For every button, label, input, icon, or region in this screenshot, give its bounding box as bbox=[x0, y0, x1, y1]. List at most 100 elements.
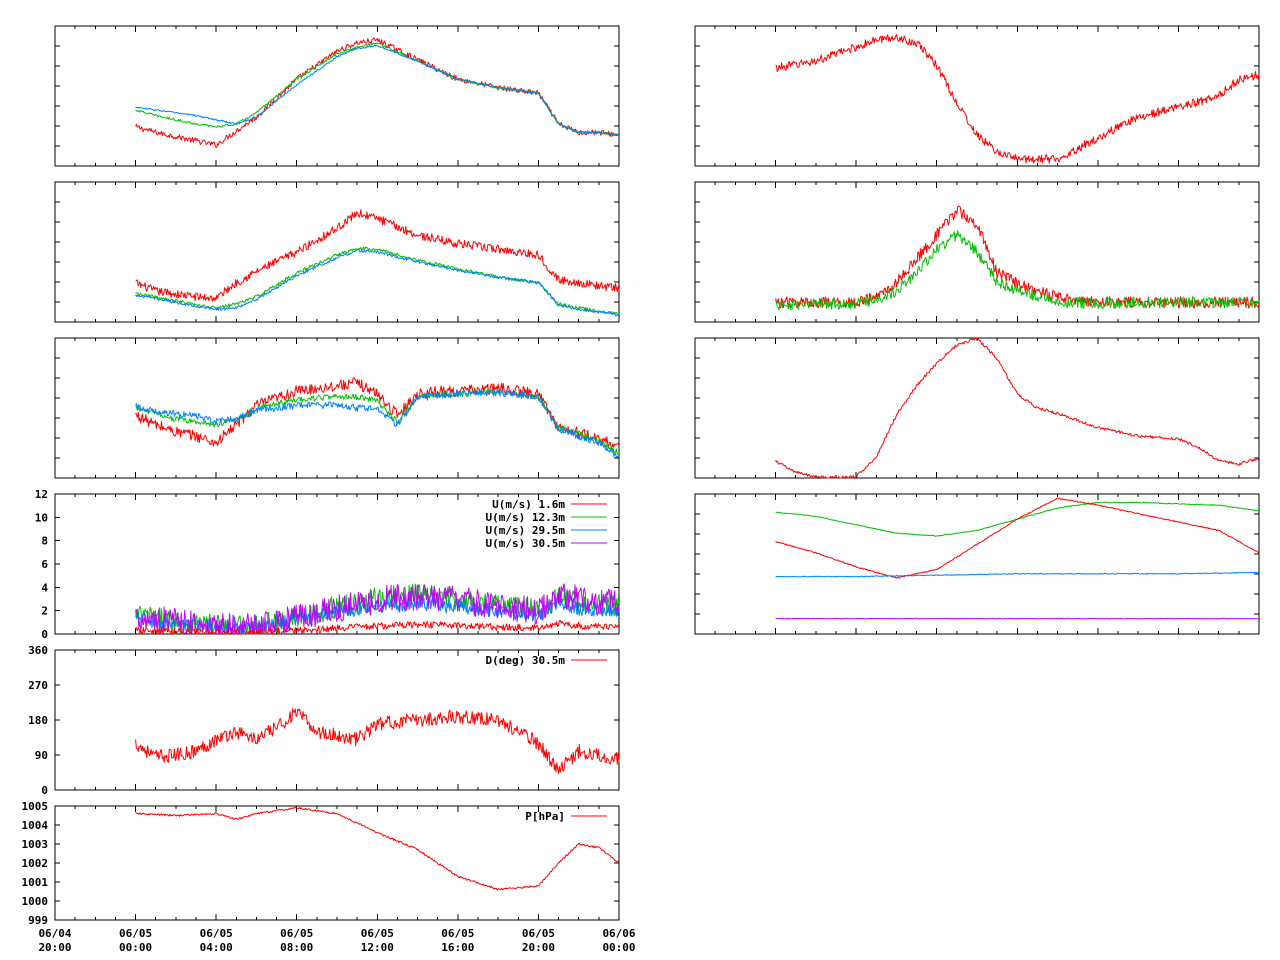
y-tick-label: 6 bbox=[41, 558, 48, 571]
x-tick-label-time: 20:00 bbox=[38, 941, 71, 954]
x-tick-label-date: 06/05 bbox=[280, 927, 313, 940]
series-line-green bbox=[135, 42, 620, 137]
legend-label: U(m/s) 30.5m bbox=[486, 537, 566, 550]
panel-right-3 bbox=[694, 337, 1260, 479]
series-layer bbox=[135, 209, 620, 317]
x-tick-label-date: 06/04 bbox=[38, 927, 71, 940]
series-line-green bbox=[135, 246, 620, 316]
plot-frame bbox=[694, 25, 1260, 167]
y-tick-label: 0 bbox=[41, 784, 48, 797]
series-layer bbox=[135, 583, 620, 635]
y-tick-label: 999 bbox=[28, 914, 48, 927]
panel-pressure: 999 1000 1001 1002 1003 1004 1005 P[hPa] 06/04… bbox=[22, 800, 636, 954]
y-tick-label: 8 bbox=[41, 535, 48, 548]
panel-right-2 bbox=[694, 181, 1260, 323]
panel-left-1 bbox=[54, 25, 620, 167]
axis-ticks bbox=[694, 181, 1260, 323]
legend: U(m/s) 1.6mU(m/s) 12.3mU(m/s) 29.5mU(m/s… bbox=[486, 498, 607, 550]
series-line-red bbox=[135, 708, 620, 775]
series-line-red bbox=[135, 209, 620, 302]
series-layer bbox=[775, 497, 1260, 620]
y-tick-label: 1001 bbox=[22, 876, 49, 889]
series-line-red bbox=[135, 377, 620, 450]
x-tick-label-date: 06/06 bbox=[602, 927, 635, 940]
y-tick-label: 10 bbox=[35, 511, 48, 524]
axis-ticks bbox=[54, 337, 620, 479]
y-tick-label: 1004 bbox=[22, 819, 49, 832]
y-tick-label: 270 bbox=[28, 679, 48, 692]
axis-ticks bbox=[54, 181, 620, 323]
legend-label: P[hPa] bbox=[525, 810, 565, 823]
series-line-blue bbox=[775, 571, 1260, 578]
legend-label: D(deg) 30.5m bbox=[486, 654, 566, 667]
series-line-blue bbox=[135, 249, 620, 317]
plot-frame bbox=[54, 649, 620, 791]
series-line-green bbox=[135, 388, 620, 456]
y-tick-label: 1003 bbox=[22, 838, 49, 851]
series-line-blue bbox=[135, 44, 620, 137]
axis-ticks bbox=[54, 25, 620, 167]
x-tick-label-date: 06/05 bbox=[441, 927, 474, 940]
x-tick-label-time: 12:00 bbox=[361, 941, 394, 954]
y-tick-label: 1005 bbox=[22, 800, 49, 813]
series-layer bbox=[135, 377, 620, 458]
series-line-red bbox=[135, 620, 620, 635]
plot-frame bbox=[54, 25, 620, 167]
series-line-red bbox=[135, 806, 620, 891]
x-tick-label-time: 00:00 bbox=[119, 941, 152, 954]
panel-left-3 bbox=[54, 337, 620, 479]
series-line-red bbox=[775, 205, 1260, 309]
series-layer bbox=[775, 34, 1260, 164]
x-axis-labels: 06/0420:0006/0500:0006/0504:0006/0508:00… bbox=[38, 927, 635, 954]
legend-label: U(m/s) 12.3m bbox=[486, 511, 566, 524]
x-tick-label-time: 00:00 bbox=[602, 941, 635, 954]
series-layer bbox=[775, 337, 1260, 479]
axis-ticks: 999 1000 1001 1002 1003 1004 1005 bbox=[22, 800, 620, 927]
series-line-magenta bbox=[775, 617, 1260, 620]
legend-label: U(m/s) 1.6m bbox=[492, 498, 565, 511]
x-tick-label-date: 06/05 bbox=[119, 927, 152, 940]
panel-wind-direction: 0 90 180 270 360 D(deg) 30.5m bbox=[28, 644, 620, 797]
y-tick-label: 360 bbox=[28, 644, 48, 657]
panel-left-2 bbox=[54, 181, 620, 323]
y-tick-label: 2 bbox=[41, 605, 48, 618]
legend: P[hPa] bbox=[525, 810, 607, 823]
y-tick-label: 180 bbox=[28, 714, 48, 727]
series-layer bbox=[135, 806, 620, 891]
panel-right-1 bbox=[694, 25, 1260, 167]
series-line-blue bbox=[135, 388, 620, 458]
y-tick-label: 1002 bbox=[22, 857, 49, 870]
x-tick-label-date: 06/05 bbox=[361, 927, 394, 940]
axis-ticks bbox=[694, 25, 1260, 167]
series-line-red bbox=[135, 37, 620, 148]
plot-frame bbox=[694, 493, 1260, 635]
x-tick-label-date: 06/05 bbox=[522, 927, 555, 940]
axis-ticks: 0 90 180 270 360 bbox=[28, 644, 620, 797]
y-tick-label: 12 bbox=[35, 488, 48, 501]
series-line-red bbox=[775, 34, 1260, 164]
x-tick-label-time: 16:00 bbox=[441, 941, 474, 954]
series-line-magenta bbox=[135, 583, 620, 635]
y-tick-label: 1000 bbox=[22, 895, 49, 908]
series-line-red bbox=[775, 337, 1260, 479]
plot-frame bbox=[54, 805, 620, 921]
plot-frame bbox=[694, 337, 1260, 479]
plot-frame bbox=[54, 181, 620, 323]
x-tick-label-time: 08:00 bbox=[280, 941, 313, 954]
x-tick-label-date: 06/05 bbox=[200, 927, 233, 940]
panel-right-4 bbox=[694, 493, 1260, 635]
x-tick-label-time: 04:00 bbox=[200, 941, 233, 954]
y-tick-label: 4 bbox=[41, 581, 48, 594]
legend: D(deg) 30.5m bbox=[486, 654, 607, 667]
series-line-red bbox=[775, 497, 1260, 579]
series-layer bbox=[135, 37, 620, 148]
series-layer bbox=[135, 708, 620, 775]
y-tick-label: 90 bbox=[35, 749, 48, 762]
legend-label: U(m/s) 29.5m bbox=[486, 524, 566, 537]
x-tick-label-time: 20:00 bbox=[522, 941, 555, 954]
axis-ticks bbox=[694, 493, 1260, 635]
y-tick-label: 0 bbox=[41, 628, 48, 641]
series-layer bbox=[775, 205, 1260, 311]
